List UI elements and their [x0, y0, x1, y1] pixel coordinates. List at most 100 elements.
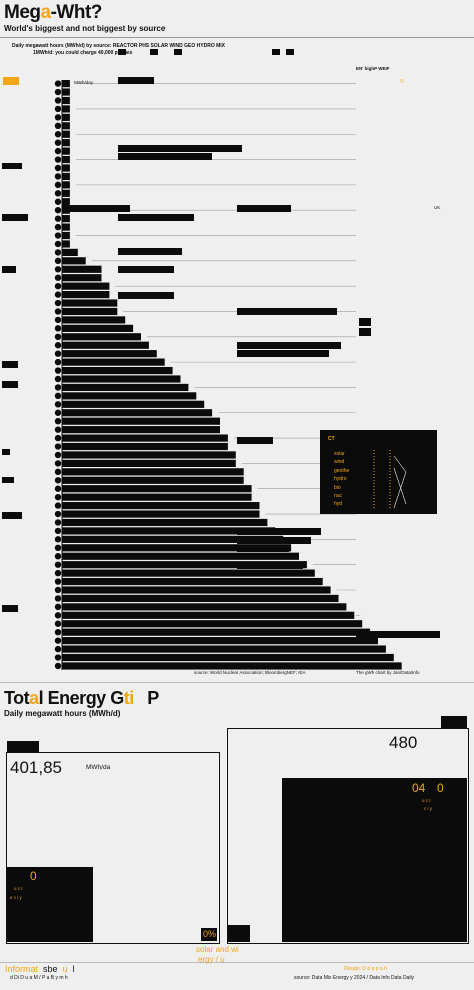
- category-dot: [54, 510, 62, 518]
- secondary-bar: [118, 248, 182, 255]
- bar: [62, 518, 268, 527]
- bar: [62, 510, 260, 518]
- bar: [62, 316, 126, 324]
- secondary-bar: [62, 205, 130, 212]
- left-value: 401,85: [10, 758, 62, 777]
- category-tag: [2, 214, 28, 221]
- first-bar-label: MWh/day: [74, 80, 94, 85]
- bar: [62, 248, 78, 256]
- pct-label: 0%: [203, 929, 217, 939]
- bar: [62, 96, 70, 105]
- bar: [62, 80, 70, 88]
- bar: [62, 122, 70, 130]
- category-dot: [54, 139, 62, 146]
- bar-chart: [54, 77, 440, 670]
- bar: [62, 662, 402, 670]
- category-dot: [54, 662, 62, 670]
- category-dot: [54, 612, 62, 619]
- category-dot: [54, 519, 62, 526]
- bar: [62, 265, 102, 273]
- secondary-bar: [118, 145, 242, 152]
- legend-swatch: [286, 49, 294, 55]
- category-dot: [54, 122, 62, 129]
- inset-row: hydro: [334, 476, 347, 483]
- category-dot: [54, 603, 62, 611]
- category-dot: [54, 299, 62, 307]
- right-inner-label: u c t: [422, 798, 431, 803]
- category-dot: [54, 308, 62, 315]
- right-inner-label-2: c i y: [424, 806, 433, 811]
- bar: [62, 147, 70, 155]
- bar: [62, 299, 118, 307]
- uk-label: UK: [434, 205, 441, 210]
- secondary-bar: [118, 77, 154, 84]
- category-dot: [54, 367, 62, 374]
- bar: [62, 130, 70, 138]
- bar: [62, 231, 70, 240]
- category-dot: [54, 156, 62, 163]
- category-dot: [54, 316, 62, 324]
- category-tag: [3, 77, 19, 85]
- bar: [62, 476, 244, 484]
- footer-info: Informat sbe u l: [5, 964, 75, 974]
- category-dot: [54, 190, 62, 197]
- category-dot: [54, 105, 62, 113]
- category-dot: [54, 266, 62, 273]
- total-subtitle: Daily megawatt hours (MWh/d): [4, 709, 121, 718]
- divider: [0, 962, 474, 963]
- bar: [62, 341, 149, 349]
- secondary-bar: [118, 153, 212, 160]
- category-dot: [54, 282, 62, 290]
- source-line: source: World Nuclear Association; Bloom…: [194, 670, 306, 675]
- legend-label: EN' highP WEIF: [356, 66, 390, 71]
- secondary-bar: [237, 350, 329, 357]
- secondary-bar: [118, 292, 174, 299]
- bar: [62, 594, 339, 603]
- inset-panel: CT solar wind geothe hydro bio nuc hyd: [320, 430, 437, 514]
- bar: [62, 113, 70, 121]
- category-tag: [2, 605, 18, 612]
- divider: [0, 682, 474, 683]
- category-dot: [54, 544, 62, 551]
- bar: [62, 324, 134, 332]
- category-dot: [54, 114, 62, 121]
- secondary-bar: [237, 205, 291, 212]
- bar: [62, 240, 70, 248]
- inset-lines: [373, 450, 407, 509]
- category-dot: [54, 131, 62, 138]
- meta-line: Daily megawatt hours (MWh/d) by source: …: [12, 43, 225, 49]
- inset-title: CT: [328, 436, 335, 442]
- category-dot: [54, 629, 62, 636]
- category-dot: [54, 147, 62, 155]
- left-unit: MWh/da: [86, 764, 111, 771]
- bar: [62, 577, 323, 586]
- bar: [62, 637, 378, 645]
- bar: [62, 333, 141, 341]
- category-tag: [2, 381, 18, 388]
- secondary-bar: [237, 342, 341, 349]
- left-tab: [7, 741, 39, 752]
- category-dot: [54, 181, 62, 189]
- category-dot: [54, 637, 62, 644]
- category-dot: [54, 460, 62, 467]
- bar: [62, 215, 70, 223]
- category-dot: [54, 409, 62, 416]
- bar: [62, 586, 331, 594]
- category-dot: [54, 527, 62, 535]
- bar: [62, 426, 220, 434]
- inset-row: bio: [334, 484, 341, 491]
- legend-swatch: [118, 49, 126, 55]
- left-inner-block: [7, 867, 93, 942]
- page-subtitle: World's biggest and not biggest by sourc…: [4, 24, 166, 33]
- secondary-bar: [118, 214, 194, 221]
- category-dot: [54, 426, 62, 433]
- secondary-bar: [237, 545, 289, 552]
- bar: [62, 105, 70, 113]
- footer-source-right: Design: D d a p a h: [344, 966, 387, 972]
- bar: [62, 561, 307, 569]
- bar: [62, 493, 252, 501]
- legend-mark: Q: [400, 78, 404, 83]
- secondary-bar: [237, 537, 311, 544]
- secondary-bar: [356, 631, 440, 638]
- right-inner-value: 04: [412, 781, 426, 795]
